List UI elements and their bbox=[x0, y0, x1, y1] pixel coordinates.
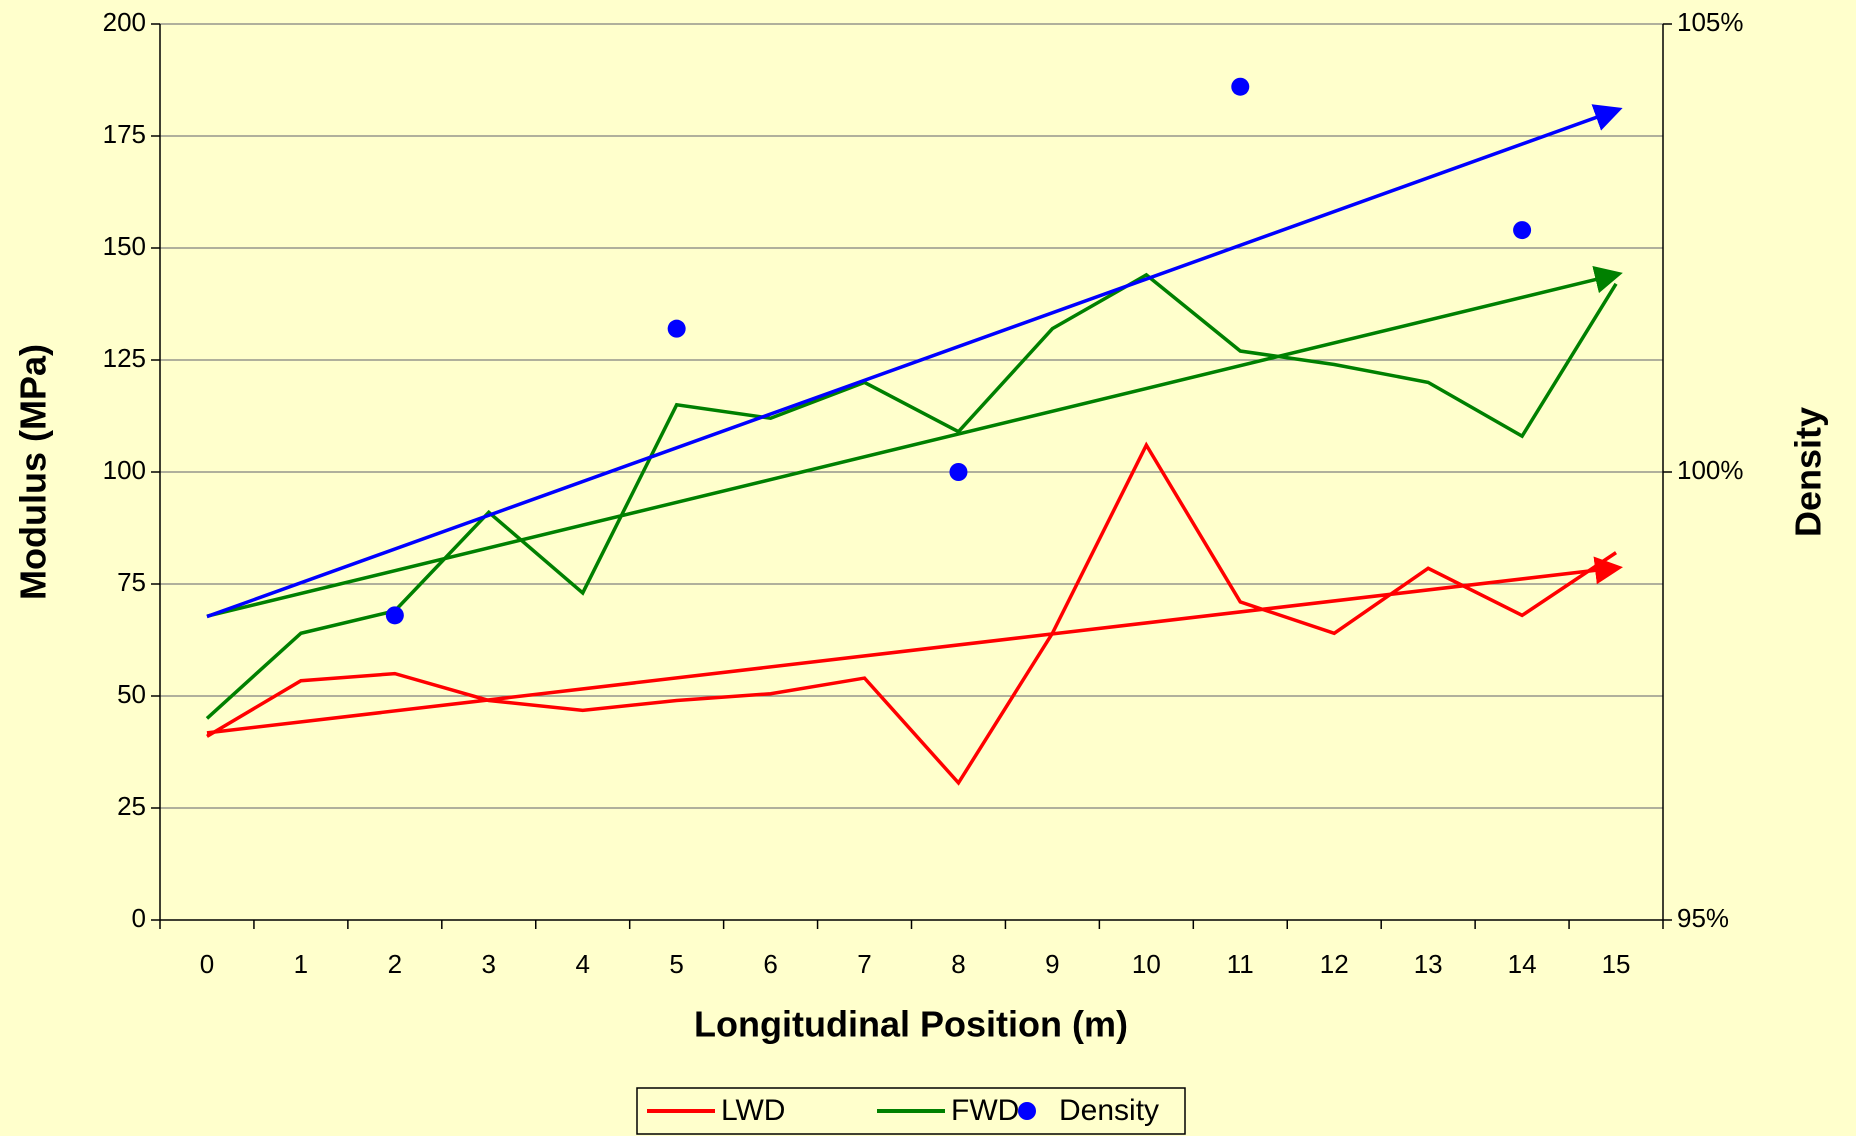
y-tick-label: 175 bbox=[103, 119, 146, 149]
density-point bbox=[667, 319, 686, 338]
density-point bbox=[385, 606, 404, 625]
legend-label: Density bbox=[1059, 1094, 1159, 1127]
trend-line bbox=[206, 265, 1623, 618]
y-tick-label: 25 bbox=[117, 791, 146, 821]
x-tick-label: 11 bbox=[1227, 949, 1254, 979]
x-tick-label: 1 bbox=[294, 949, 308, 979]
x-tick-label: 6 bbox=[763, 949, 777, 979]
density-point bbox=[1513, 221, 1532, 240]
x-tick-label: 5 bbox=[669, 949, 683, 979]
series-line bbox=[206, 441, 1618, 786]
y2-tick-label: 100% bbox=[1677, 455, 1744, 485]
x-tick-label: 2 bbox=[388, 949, 402, 979]
density-point bbox=[1231, 77, 1250, 96]
y-tick-label: 125 bbox=[103, 343, 146, 373]
y-axis-title: Modulus (MPa) bbox=[13, 344, 54, 600]
y-tick-label: 50 bbox=[117, 679, 146, 709]
y-tick-label: 75 bbox=[117, 567, 146, 597]
x-tick-label: 8 bbox=[951, 949, 965, 979]
y2-tick-label: 95% bbox=[1677, 903, 1729, 933]
y2-tick-label: 105% bbox=[1677, 7, 1744, 37]
legend-marker bbox=[1018, 1102, 1036, 1120]
trend-line bbox=[206, 104, 1623, 619]
x-tick-label: 15 bbox=[1602, 949, 1631, 979]
density-point bbox=[949, 463, 968, 481]
legend-label: FWD bbox=[951, 1094, 1019, 1127]
x-tick-label: 9 bbox=[1045, 949, 1059, 979]
y-tick-label: 100 bbox=[103, 455, 146, 485]
y-tick-label: 200 bbox=[103, 7, 146, 37]
x-tick-label: 3 bbox=[482, 949, 496, 979]
y-tick-label: 0 bbox=[132, 903, 146, 933]
x-tick-label: 4 bbox=[575, 949, 589, 979]
x-axis-title: Longitudinal Position (m) bbox=[694, 1004, 1128, 1045]
y-tick-label: 150 bbox=[103, 231, 146, 261]
legend-box bbox=[636, 1087, 1186, 1135]
y2-axis-title: Density bbox=[1788, 407, 1829, 537]
x-tick-label: 7 bbox=[857, 949, 871, 979]
x-tick-label: 14 bbox=[1508, 949, 1537, 979]
trend-line bbox=[206, 556, 1623, 735]
x-tick-label: 0 bbox=[200, 949, 214, 979]
x-tick-label: 13 bbox=[1414, 949, 1443, 979]
legend-label: LWD bbox=[721, 1094, 785, 1127]
x-tick-label: 12 bbox=[1320, 949, 1349, 979]
x-tick-label: 10 bbox=[1132, 949, 1161, 979]
series-line bbox=[205, 272, 1618, 720]
